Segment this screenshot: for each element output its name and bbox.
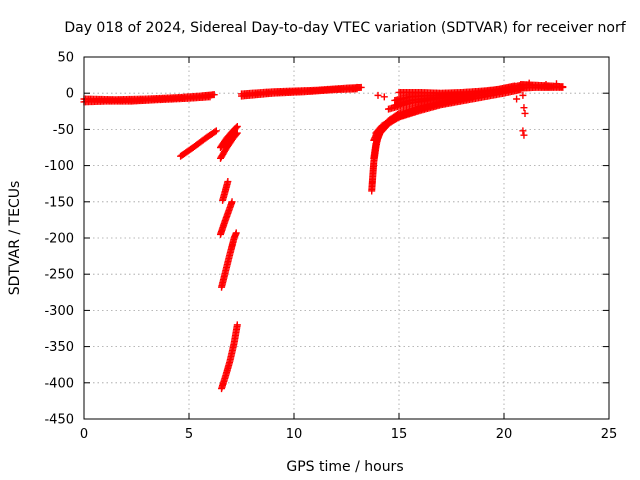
x-tick-label: 25 <box>601 427 618 442</box>
y-tick-label: 0 <box>66 87 74 102</box>
data-point <box>233 321 241 329</box>
data-points <box>80 79 567 393</box>
data-point <box>228 198 236 206</box>
data-point <box>210 91 218 99</box>
y-tick-label: -400 <box>44 376 74 391</box>
y-tick-label: -150 <box>44 195 74 210</box>
x-tick-label: 20 <box>496 427 513 442</box>
data-point <box>559 83 567 91</box>
data-point <box>520 131 528 139</box>
data-point <box>353 83 361 91</box>
tick-labels: 0 5 10 15 20 25 50 0 -50 -100 -150 -200 -250 -300 -350… <box>44 51 617 443</box>
x-axis-label: GPS time / hours <box>286 459 403 475</box>
data-point <box>519 127 527 135</box>
y-tick-label: -50 <box>53 123 74 138</box>
data-point <box>206 93 214 101</box>
data-point <box>521 109 529 117</box>
data-point <box>212 127 220 135</box>
data-point <box>232 229 240 237</box>
data-point <box>233 129 241 137</box>
plot-frame <box>83 56 610 420</box>
y-tick-label: -200 <box>44 232 74 247</box>
y-tick-label: -100 <box>44 159 74 174</box>
y-tick-label: -450 <box>44 413 74 428</box>
data-point <box>520 104 528 112</box>
y-tick-label: -350 <box>44 340 74 355</box>
data-point <box>374 91 382 99</box>
y-tick-label: -250 <box>44 268 74 283</box>
chart-title: Day 018 of 2024, Sidereal Day-to-day VTE… <box>64 20 626 36</box>
data-point <box>380 93 388 101</box>
data-point <box>349 85 357 93</box>
y-axis-label: SDTVAR / TECUs <box>7 181 23 296</box>
y-tick-label: 50 <box>57 51 74 66</box>
data-point <box>224 178 232 186</box>
x-tick-label: 5 <box>185 427 193 442</box>
y-tick-label: -300 <box>44 304 74 319</box>
data-point <box>232 130 240 138</box>
data-point <box>233 123 241 131</box>
data-point <box>525 79 533 87</box>
data-point <box>513 95 521 103</box>
data-point <box>211 128 219 136</box>
data-point <box>232 124 240 132</box>
x-tick-label: 15 <box>391 427 408 442</box>
data-point <box>553 80 560 88</box>
data-point <box>515 86 523 94</box>
data-point <box>542 81 550 89</box>
x-tick-label: 10 <box>286 427 303 442</box>
x-tick-label: 0 <box>80 427 88 442</box>
grid <box>83 56 610 420</box>
data-point <box>519 91 527 99</box>
